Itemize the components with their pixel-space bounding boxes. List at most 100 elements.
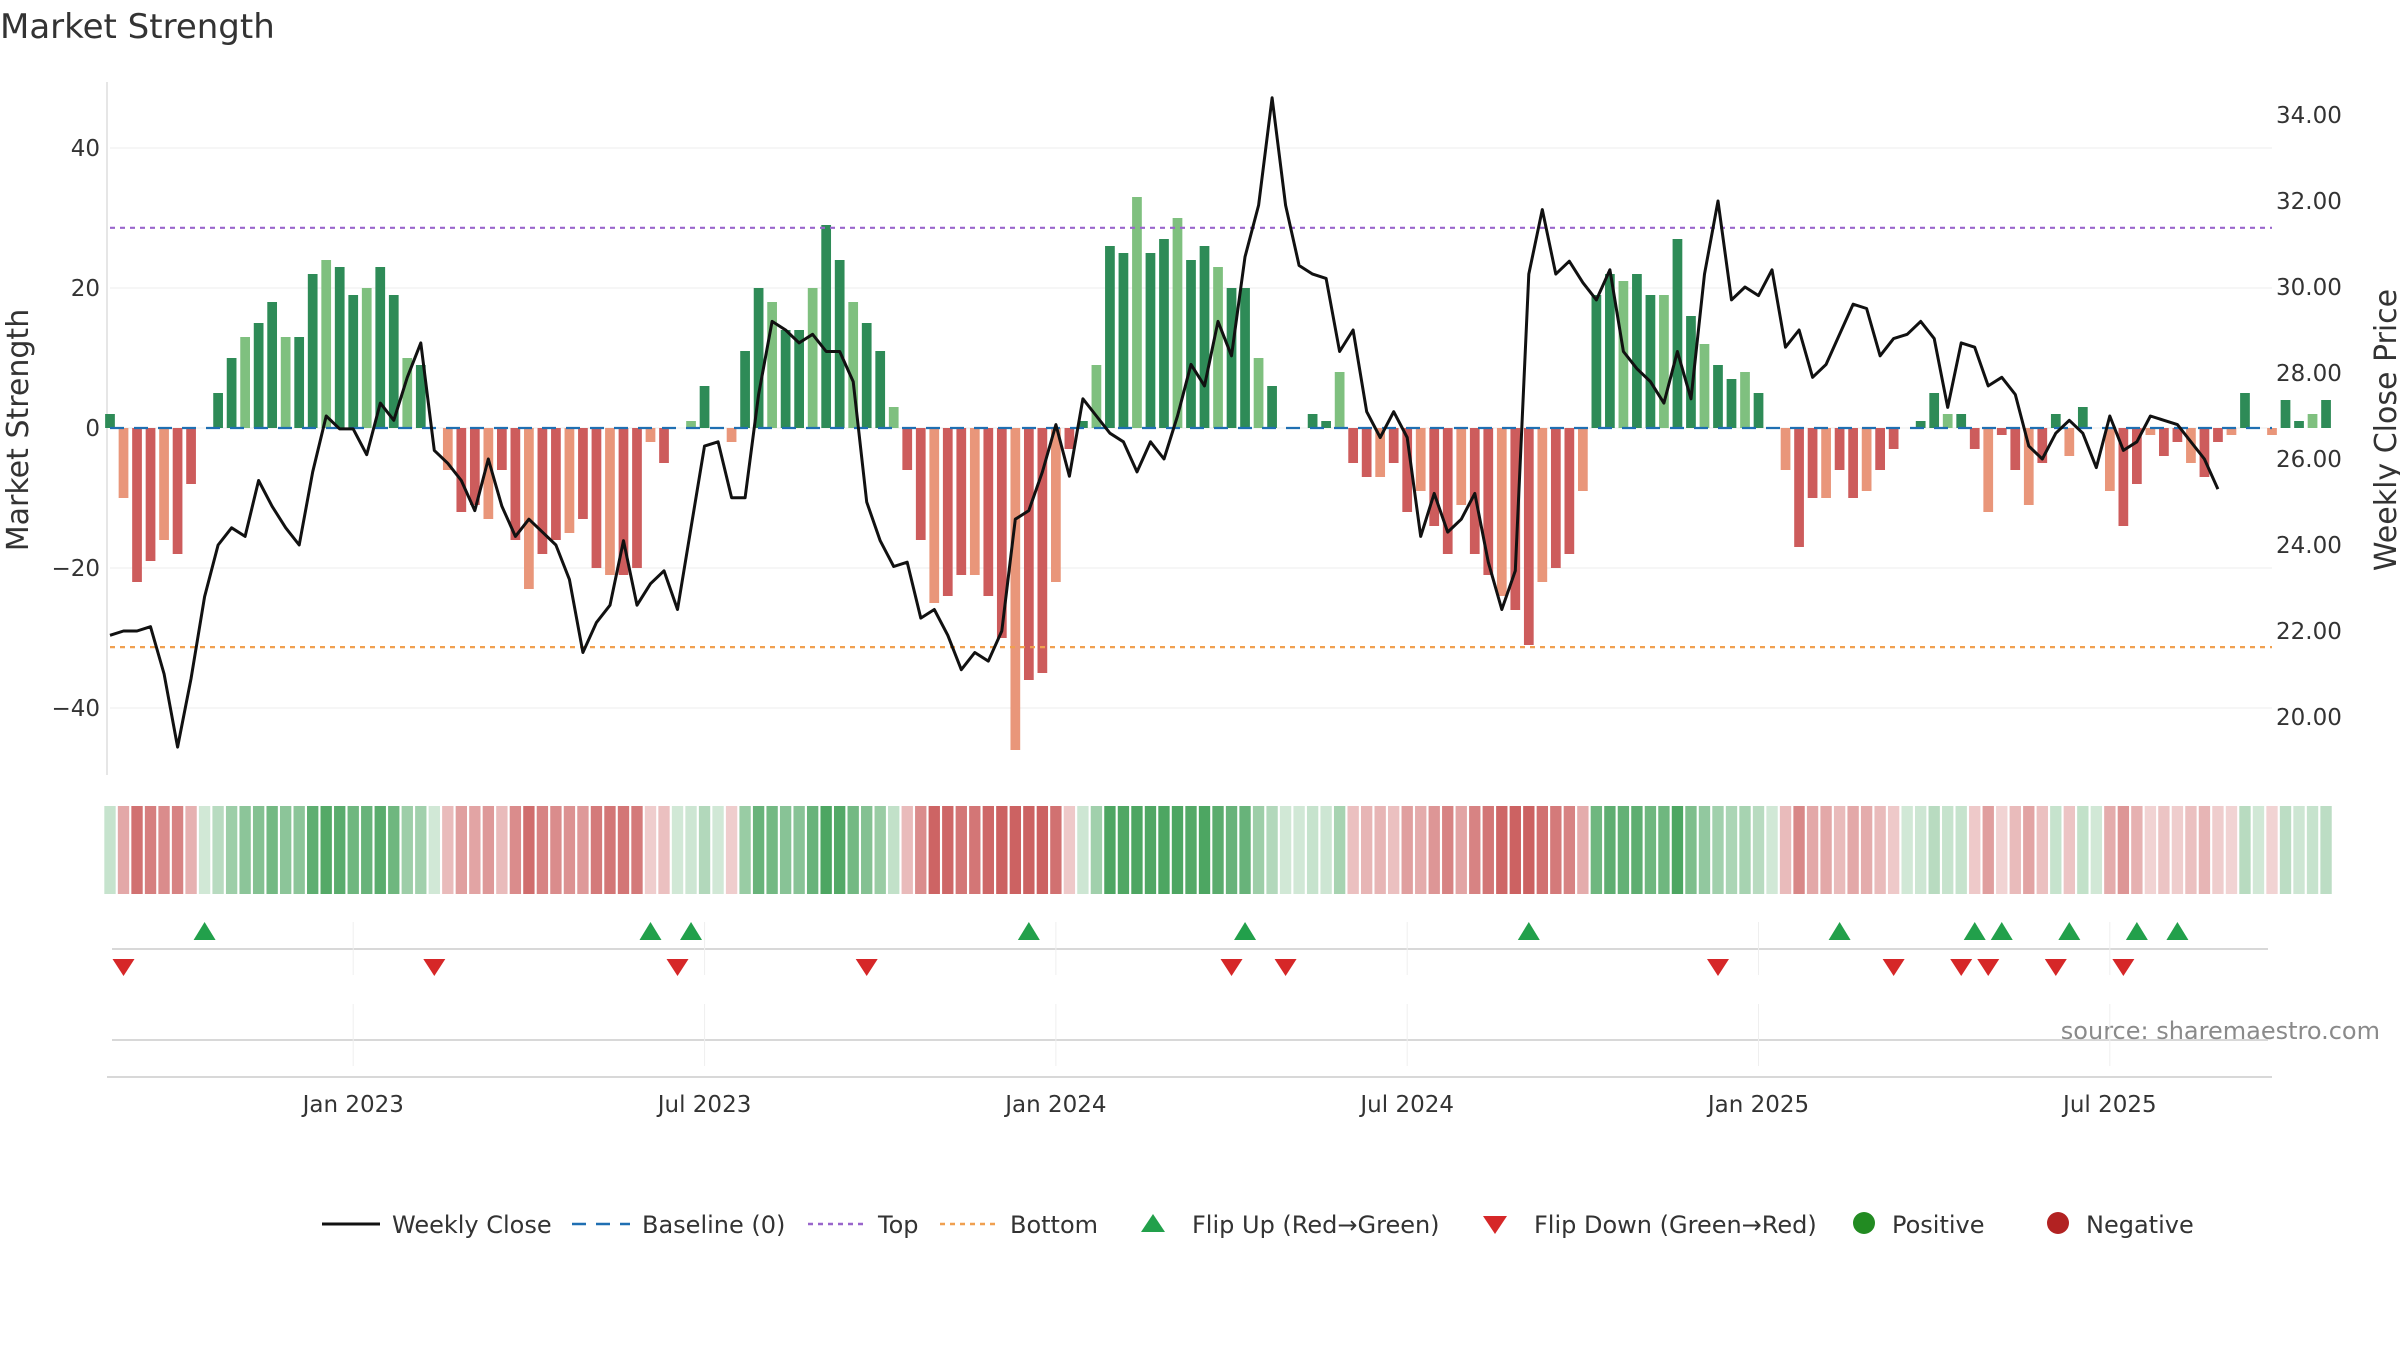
regime-cell [1036,806,1049,894]
regime-cell [1158,806,1170,894]
strength-bar [2145,428,2156,435]
regime-cell [1333,806,1346,894]
regime-cell [1658,806,1670,894]
regime-cell [942,806,954,894]
strength-bar [2307,414,2318,428]
strength-bar [2240,393,2250,428]
strength-bar [902,428,913,470]
flip-up-marker [1517,922,1540,940]
regime-cell [712,806,724,894]
x-tick-label: Jul 2025 [2061,1092,2157,1118]
strength-bar [402,358,413,428]
strength-bar [1388,428,1399,463]
regime-cell [2279,806,2292,894]
strength-bar [1321,421,1331,428]
regime-cell [1360,806,1373,894]
y-tick-label: 0 [85,416,100,442]
legend-item-bottom: Bottom [940,1211,1098,1239]
strength-bar [510,428,521,540]
regime-cell [266,806,278,894]
regime-cell [469,806,481,894]
strength-bar [2280,400,2291,428]
regime-cell [2225,806,2238,894]
strength-bar [1253,358,1264,428]
legend-label: Bottom [1010,1211,1098,1239]
regime-cell [671,806,684,894]
strength-bar [1821,428,1831,498]
regime-cell [117,806,130,894]
strength-bar [1550,428,1561,568]
regime-cell [1144,806,1157,894]
strength-bar [2064,428,2075,456]
weekly-close-line [109,96,2220,749]
strength-bar [1591,295,1602,428]
strength-bar [159,428,169,540]
strength-bar [632,428,642,568]
y-tick-label: 40 [71,136,100,162]
regime-cell [739,806,751,894]
regime-cell [509,806,522,894]
regime-cell [901,806,913,894]
strength-bar [172,428,183,554]
strength-bar [375,267,386,428]
strength-bar [1132,197,1142,428]
y2-tick-label: 30.00 [2276,275,2342,301]
regime-cell [1766,806,1778,894]
legend-item-negative: Negative [2047,1211,2194,1239]
regime-cell [1793,806,1805,894]
strength-bar [1307,414,1318,428]
regime-cell [415,806,427,894]
regime-cell [1820,806,1832,894]
regime-cell [1293,806,1305,894]
strength-bar [2213,428,2223,442]
regime-cell [334,806,346,894]
regime-cell [1671,806,1684,894]
strength-bar [1023,428,1034,680]
regime-cell [2144,806,2157,894]
regime-cell [644,806,657,894]
regime-cell [1279,806,1292,894]
strength-bar [483,428,494,519]
regime-cell [279,806,292,894]
legend-item-line: Weekly Close [322,1211,552,1239]
regime-cell [2212,806,2224,894]
strength-bar [888,407,899,428]
strength-bar [2159,428,2169,456]
strength-bar [537,428,548,554]
regime-cell [1779,806,1792,894]
strength-bar [1078,421,1088,428]
regime-cell [1685,806,1697,894]
strength-bar [1037,428,1048,673]
strength-bar [1848,428,1858,498]
legend-flip-down-swatch [1483,1216,1507,1234]
strength-bar [1537,428,1548,582]
regime-cell [806,806,819,894]
strength-bar [807,288,818,428]
flip-down-marker [1977,959,2000,976]
regime-cell [833,806,846,894]
strength-bar [699,386,710,428]
regime-cell [523,806,535,894]
regime-cell [1833,806,1846,894]
regime-cell [428,806,440,894]
regime-cell [1955,806,1967,894]
strength-bar [442,428,453,470]
strength-bar [1605,274,1615,428]
strength-bar [1618,281,1629,428]
regime-cell [874,806,886,894]
regime-cell [1023,806,1035,894]
strength-bar [1780,428,1791,470]
strength-bar [321,260,332,428]
strength-bar [132,428,142,582]
regime-cell [1185,806,1197,894]
chart-title: Market Strength [0,7,275,47]
strength-bar [1186,260,1196,428]
legend-negative-swatch [2047,1212,2069,1234]
regime-cell [888,806,900,894]
regime-cell [1077,806,1089,894]
x-tick-label: Jan 2023 [301,1092,404,1118]
strength-bar [1645,295,1656,428]
regime-cell [617,806,630,894]
x-tick-label: Jan 2024 [1003,1092,1106,1118]
strength-bar [2226,428,2237,435]
